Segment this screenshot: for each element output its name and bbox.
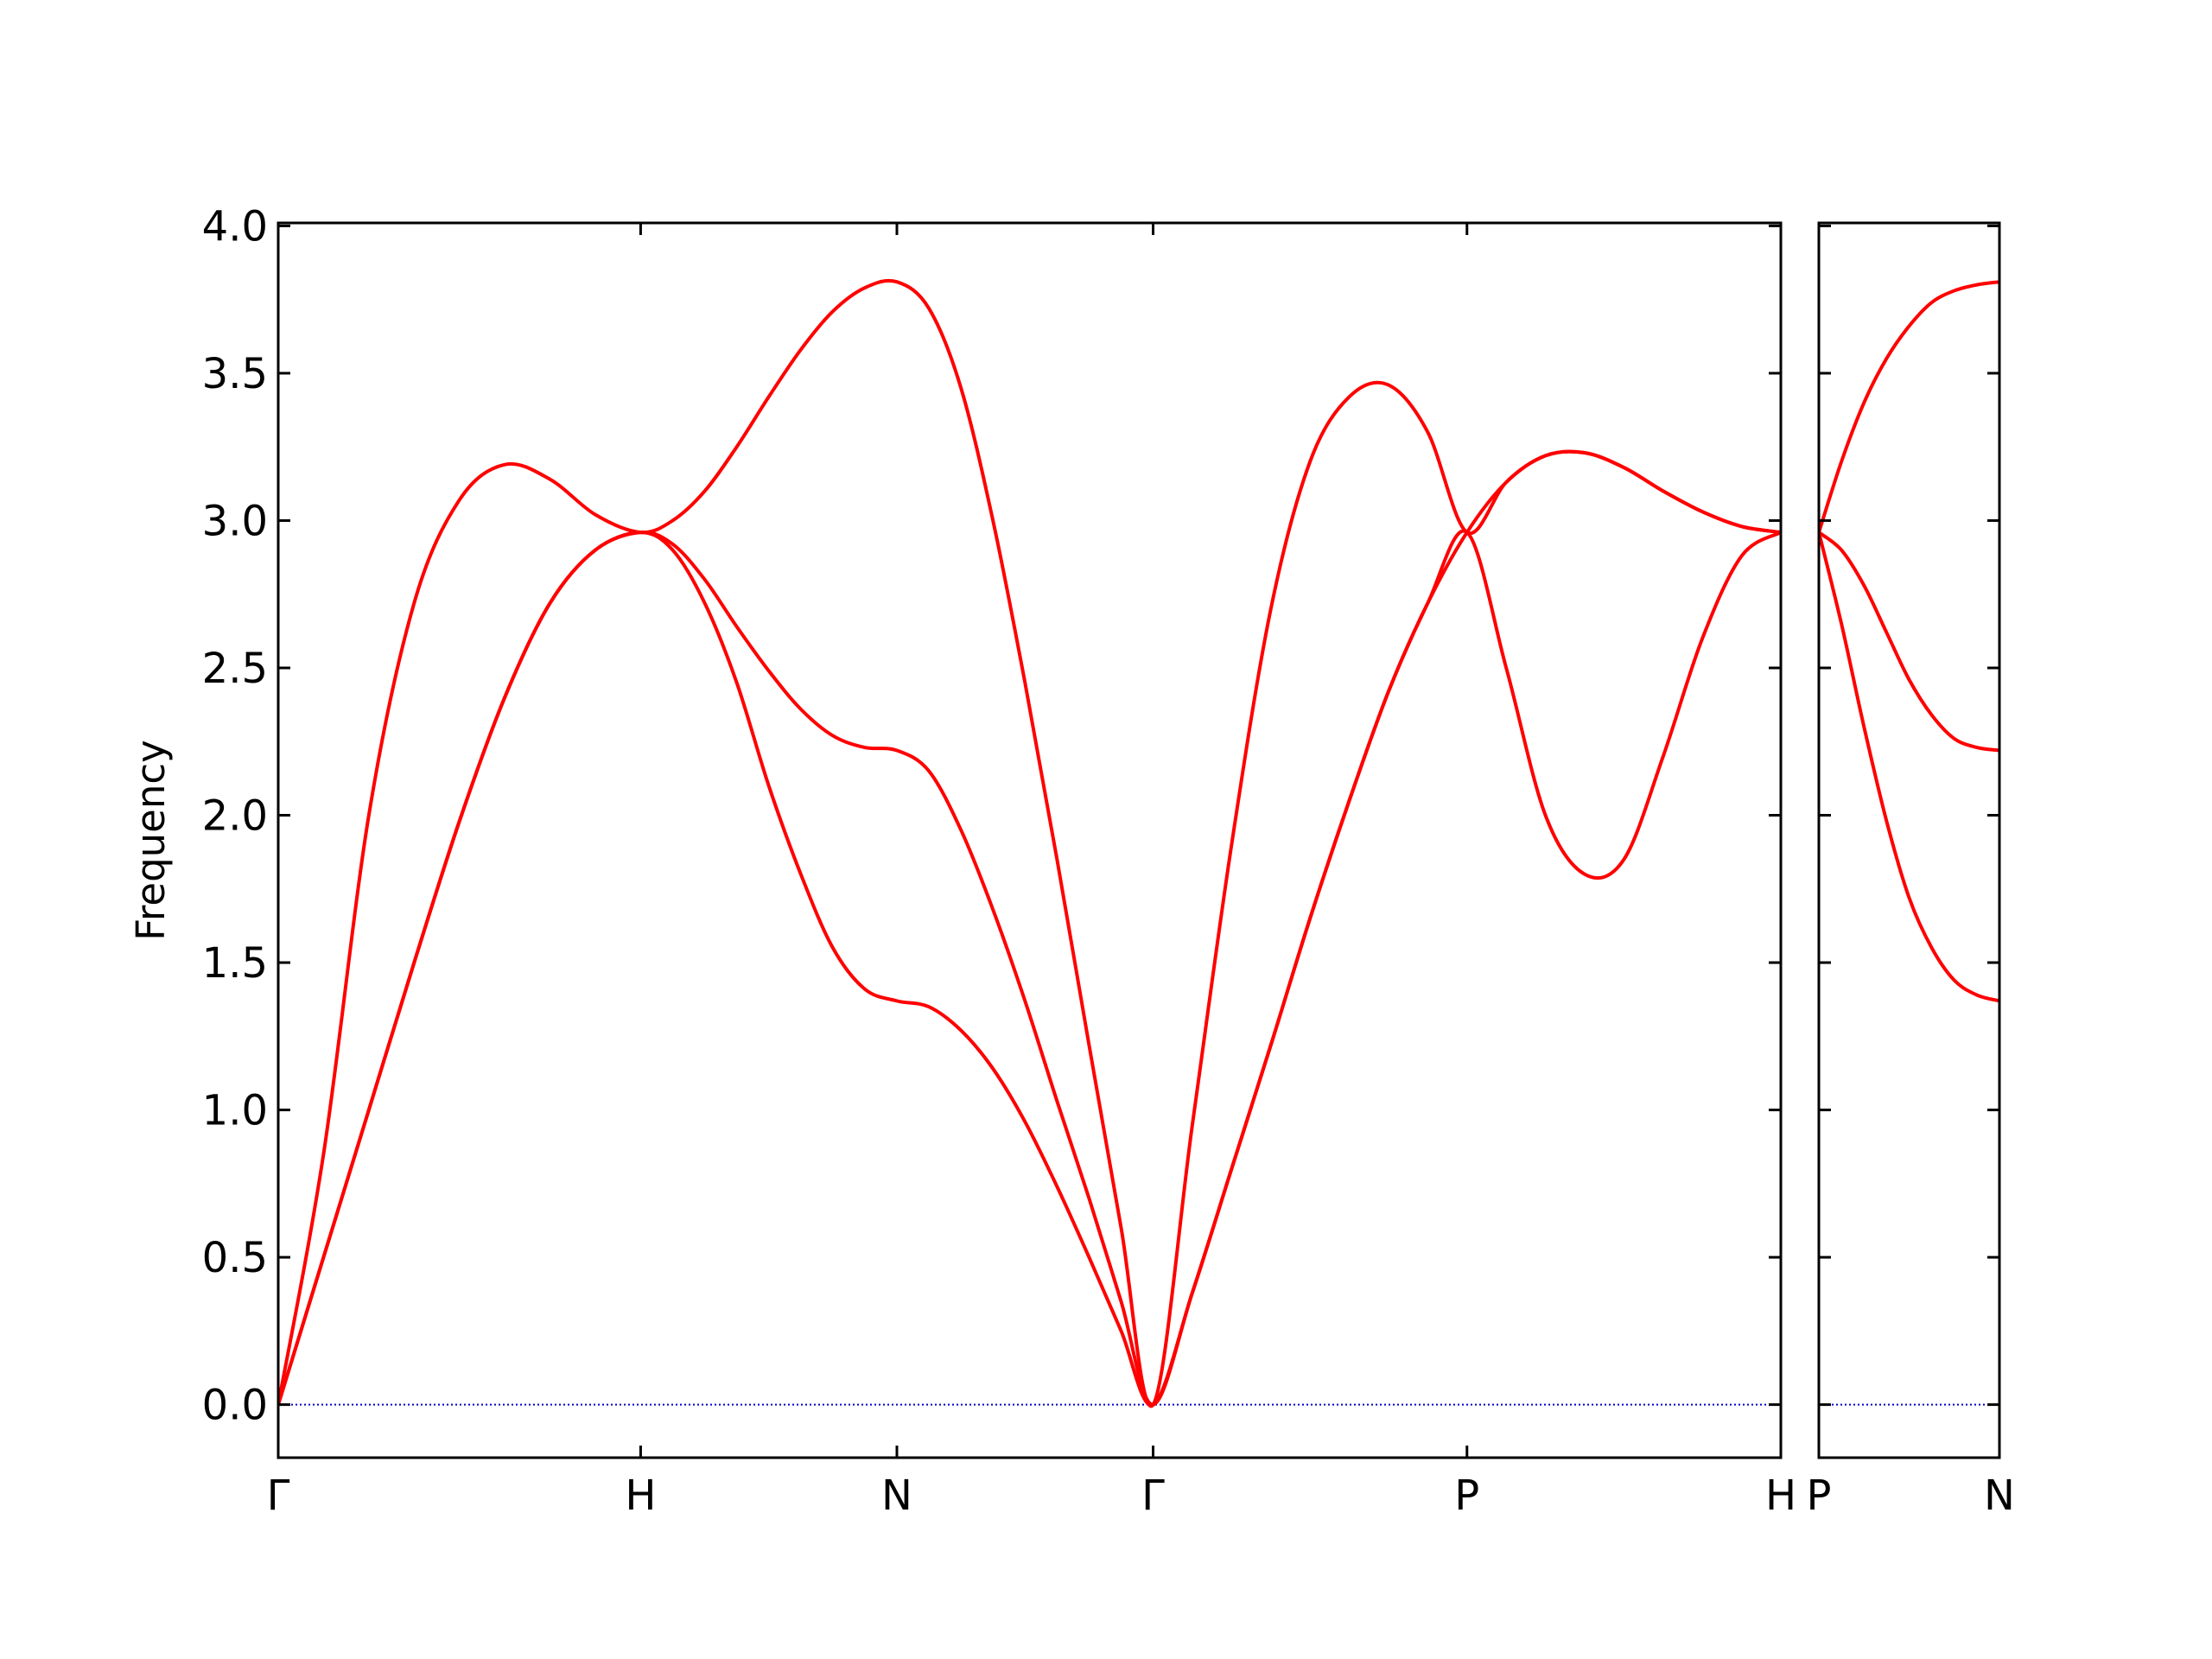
x-tick-label: N <box>881 1471 912 1520</box>
y-axis-label: Frequency <box>128 740 174 940</box>
axes-frame <box>276 221 1783 1459</box>
y-tick-label: 2.0 <box>202 792 268 841</box>
y-tick-label: 3.0 <box>202 497 268 545</box>
band-line <box>278 278 1781 1408</box>
x-tick-label: P <box>1454 1471 1479 1520</box>
y-tick-label: 2.5 <box>202 645 268 693</box>
y-tick-label: 1.0 <box>202 1087 268 1135</box>
x-tick-label: H <box>1765 1471 1796 1520</box>
y-tick-label: 1.5 <box>202 939 268 988</box>
plot-area <box>278 278 1781 1408</box>
x-tick-label: P <box>1807 1471 1832 1520</box>
band-line <box>278 529 1781 1407</box>
y-tick-label: 0.5 <box>202 1234 268 1282</box>
y-tick-label: 0.0 <box>202 1382 268 1430</box>
x-tick-label: H <box>625 1471 656 1520</box>
band-line <box>278 449 1781 1407</box>
band-line <box>1819 280 1999 533</box>
axes-frame <box>1817 221 2001 1459</box>
plot-area <box>1819 280 1999 1406</box>
band-line <box>1819 531 1999 753</box>
y-tick-label: 3.5 <box>202 350 268 398</box>
x-tick-label: Γ <box>1141 1471 1165 1520</box>
y-tick-label: 4.0 <box>202 202 268 251</box>
band-line <box>1819 531 1999 1003</box>
x-tick-label: N <box>1984 1471 2015 1520</box>
x-tick-label: Γ <box>267 1471 290 1520</box>
